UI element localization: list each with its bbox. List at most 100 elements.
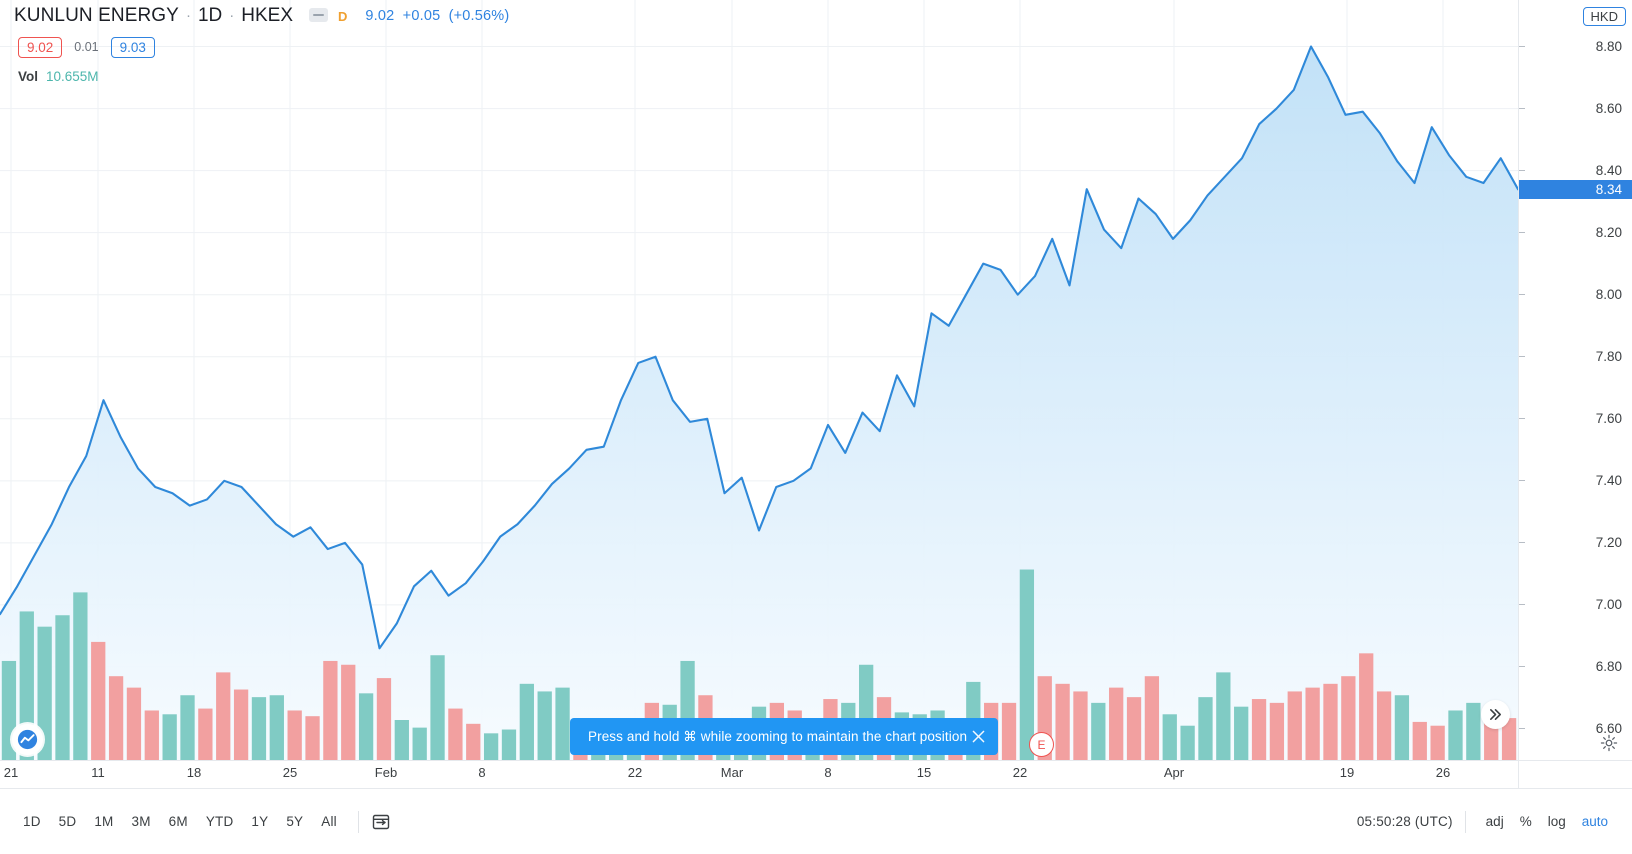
volume-bar [37, 626, 52, 760]
price-tick: 8.40 [1519, 163, 1632, 179]
volume-bar [1251, 699, 1267, 760]
legend-bid-ask-row: 9.02 0.01 9.03 [18, 34, 509, 60]
clock-label: 05:50:28 (UTC) [1356, 814, 1453, 829]
volume-bar [1323, 683, 1338, 760]
ask-value[interactable]: 9.03 [110, 36, 155, 58]
price-tick: 7.60 [1519, 411, 1632, 427]
volume-bar [1109, 687, 1124, 760]
volume-bar [1376, 691, 1392, 760]
time-tick: 26 [1435, 765, 1451, 780]
volume-bar [466, 723, 481, 760]
exchange-label[interactable]: HKEX [241, 5, 293, 26]
legend-volume-row: Vol 10.655M [18, 69, 509, 84]
volume-bar [1019, 569, 1035, 760]
volume-bar [537, 691, 552, 760]
volume-bar [1180, 725, 1195, 760]
time-tick: 8 [824, 765, 832, 780]
range-button-1y[interactable]: 1Y [251, 814, 269, 829]
scale-option-percent[interactable]: % [1519, 814, 1532, 829]
volume-bar [1466, 702, 1481, 760]
close-icon[interactable] [972, 730, 985, 743]
volume-bar [251, 697, 267, 760]
current-price-tag: 8.34 [1519, 179, 1632, 199]
range-button-6m[interactable]: 6M [168, 814, 188, 829]
price-tick: 7.20 [1519, 535, 1632, 551]
volume-bar [162, 714, 177, 760]
chevron-double-right-icon[interactable] [1481, 700, 1510, 729]
range-button-1m[interactable]: 1M [94, 814, 114, 829]
last-price: 9.02 [365, 8, 395, 24]
volume-bar [412, 727, 427, 760]
volume-bar [376, 678, 392, 760]
range-button-ytd[interactable]: YTD [205, 814, 234, 829]
volume-bar [1198, 697, 1213, 760]
volume-bar [198, 708, 213, 760]
volume-bar [1091, 702, 1106, 760]
scale-option-log[interactable]: log [1547, 814, 1566, 829]
bottom-toolbar: 1D 5D 1M 3M 6M YTD 1Y 5Y All 05:50:28 (UTC) adj%… [0, 788, 1632, 854]
time-scale[interactable]: 21 11 18 25 Feb 8 22 Mar 8 15 22 Apr 19 26 [0, 760, 1518, 788]
volume-bar [108, 676, 124, 760]
session-badge[interactable]: D [338, 8, 348, 24]
spread-value: 0.01 [74, 40, 99, 54]
gear-icon[interactable] [1600, 734, 1618, 752]
chart-style-icon[interactable] [309, 8, 328, 22]
volume-bar [126, 687, 142, 760]
volume-bar [1448, 710, 1463, 760]
time-tick: 22 [1012, 765, 1028, 780]
chart-canvas[interactable] [0, 0, 1518, 760]
volume-bar [555, 687, 570, 760]
time-tick: 22 [627, 765, 643, 780]
volume-bar [341, 664, 356, 760]
range-button-1d[interactable]: 1D [23, 814, 41, 829]
range-button-3m[interactable]: 3M [131, 814, 151, 829]
volume-bar [1073, 691, 1088, 760]
volume-bar [1234, 706, 1249, 760]
range-button-all[interactable]: All [321, 814, 337, 829]
zoom-hint-message: Press and hold ⌘ while zooming to mainta… [588, 728, 968, 744]
volume-bar [1055, 683, 1070, 760]
volume-bar [1412, 721, 1427, 760]
volume-label: Vol [18, 69, 38, 84]
time-tick: 21 [3, 765, 19, 780]
toolbar-divider-1 [357, 810, 359, 833]
currency-badge[interactable]: HKD [1582, 7, 1626, 26]
volume-bar [1430, 725, 1445, 760]
volume-bar [323, 660, 338, 760]
price-tick: 6.80 [1519, 659, 1632, 675]
price-area-fill [0, 46, 1518, 760]
price-scale[interactable]: HKD 8.80 8.60 8.40 8.20 8.00 7.80 7.60 7.40 7.20… [1518, 0, 1632, 760]
volume-bar [1359, 653, 1374, 760]
time-tick: 19 [1339, 765, 1355, 780]
date-range-icon[interactable] [371, 812, 391, 832]
time-scale-corner [1518, 760, 1632, 788]
volume-bar [269, 695, 284, 760]
volume-bar [1126, 697, 1142, 760]
interval-label[interactable]: 1D [197, 5, 223, 26]
scale-option-adj[interactable]: adj [1485, 814, 1504, 829]
volume-bar [1144, 676, 1160, 760]
earnings-marker[interactable]: E [1029, 732, 1054, 757]
tradingview-logo-icon[interactable] [12, 724, 43, 755]
bid-value[interactable]: 9.02 [18, 36, 63, 58]
legend-separator-2: · [229, 6, 235, 24]
range-button-5y[interactable]: 5Y [286, 814, 304, 829]
quote-summary: 9.02 +0.05 (+0.56%) [365, 8, 509, 24]
volume-bar [1216, 672, 1231, 760]
symbol-title[interactable]: KUNLUN ENERGY [14, 5, 179, 26]
volume-bar [144, 710, 159, 760]
price-line [0, 45, 1518, 650]
volume-bar [55, 615, 70, 760]
volume-value: 10.655M [46, 69, 99, 84]
scale-option-auto[interactable]: auto [1581, 814, 1608, 829]
volume-bar [1341, 676, 1356, 760]
volume-bar [358, 693, 374, 760]
time-tick: 18 [186, 765, 202, 780]
volume-bar [216, 672, 231, 760]
price-tick: 8.60 [1519, 101, 1632, 117]
volume-bar [1305, 687, 1320, 760]
price-tick: 7.00 [1519, 597, 1632, 613]
range-button-5d[interactable]: 5D [58, 814, 77, 829]
zoom-hint-banner: Press and hold ⌘ while zooming to mainta… [570, 718, 998, 755]
